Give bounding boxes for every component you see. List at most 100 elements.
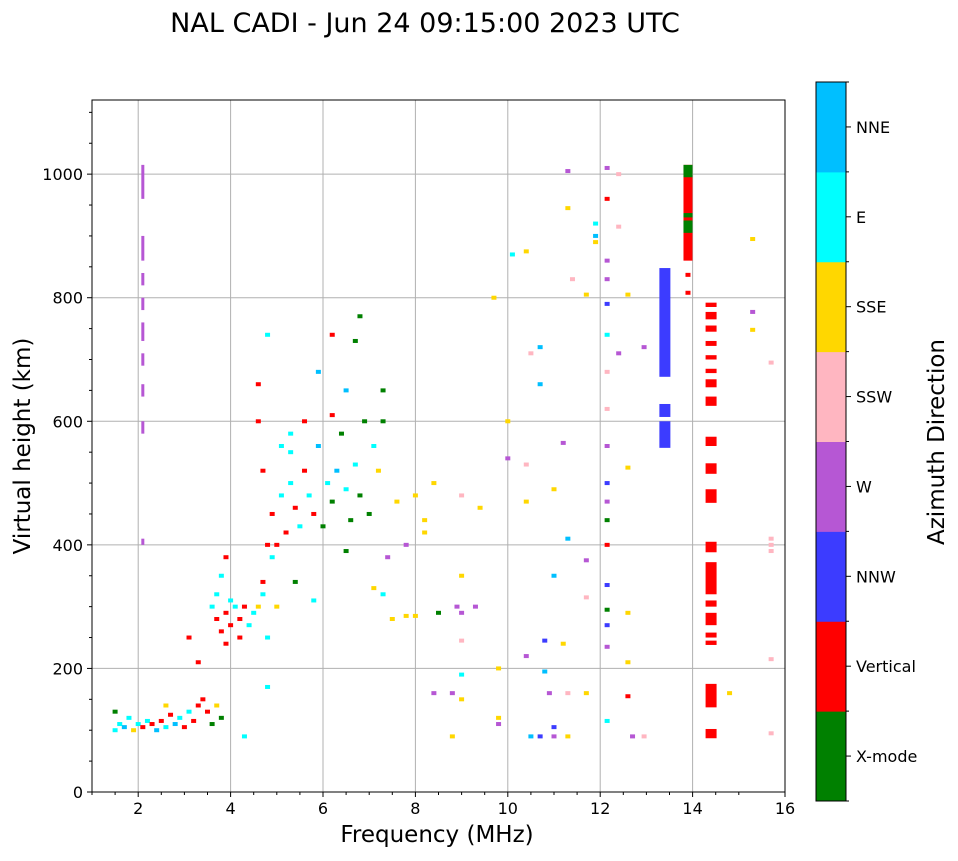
data-point-SSE [255,604,261,609]
data-point-SSE [625,292,631,297]
data-point-E [509,252,515,257]
x-tick-label: 4 [226,799,236,818]
data-point-SSE [131,728,137,733]
data-point-W [604,444,610,448]
data-point-SSW [459,638,465,643]
data-point-Vertical [255,382,261,387]
data-point-SSE [565,206,571,211]
data-point-X-mode [112,709,118,714]
colorbar-segment [816,711,846,802]
colorbar-label-NNW: NNW [856,567,896,586]
data-point-NNW [537,734,543,739]
data-span-W [141,164,145,199]
data-point-X-mode [380,419,386,424]
data-span-W [141,538,145,545]
data-point-X-mode [380,388,386,393]
data-point-Vertical [158,718,164,723]
data-point-X-mode [329,499,335,504]
data-point-SSE [523,249,529,254]
data-point-SSW [528,351,534,356]
data-point-NNE [315,369,321,374]
colorbar-label-SSE: SSE [856,298,886,317]
data-span-Vertical [705,355,717,360]
data-point-E [144,718,150,723]
data-point-SSE [459,697,465,702]
data-point-X-mode [366,511,372,516]
data-point-SSE [625,660,631,665]
data-point-X-mode [357,493,363,498]
data-point-NNE [537,345,543,350]
data-point-SSE [523,499,529,504]
data-point-Vertical [140,725,146,730]
data-point-SSE [422,530,428,535]
data-span-X-mode [683,213,693,218]
data-point-W [604,258,610,263]
y-tick-label: 200 [52,659,83,678]
data-span-Vertical [705,728,717,739]
data-span-W [141,322,145,341]
chart-title: NAL CADI - Jun 24 09:15:00 2023 UTC [170,8,680,39]
colorbar-segment [816,171,846,263]
data-point-E [306,493,312,498]
data-point-SSE [403,613,409,618]
data-point-NNE [565,536,571,541]
data-point-E [135,722,141,727]
colorbar-label: Azimuth Direction [924,339,950,545]
data-point-Vertical [186,635,192,640]
colorbar-label-X-mode: X-mode [856,747,917,766]
data-point-Vertical [195,660,201,665]
data-point-NNW [604,583,610,588]
data-point-SSE [593,240,599,245]
y-tick-label: 600 [52,412,83,431]
data-point-X-mode [343,549,349,554]
data-point-Vertical [302,468,308,473]
data-point-SSE [625,465,631,470]
data-point-E [288,481,294,486]
data-point-E [459,672,465,677]
data-span-Vertical [705,640,717,645]
data-point-SSE [449,734,455,739]
data-span-Vertical [705,436,717,446]
data-point-E [246,623,252,628]
data-point-Vertical [685,272,691,277]
data-point-X-mode [362,419,368,424]
data-point-Vertical [329,332,335,337]
data-point-NNE [528,734,534,739]
data-point-X-mode [604,607,610,612]
data-point-SSE [371,586,377,591]
data-point-Vertical [218,629,224,634]
colorbar-label-Vertical: Vertical [856,657,916,676]
data-point-SSE [422,518,428,523]
colorbar-label-SSW: SSW [856,388,892,407]
data-span-NNW [659,403,671,417]
data-point-SSW [641,734,647,739]
data-point-SSE [214,703,220,708]
data-point-X-mode [218,715,224,720]
data-span-W [141,353,145,366]
data-point-SSE [750,327,756,332]
data-span-Vertical [705,489,717,503]
data-point-Vertical [302,419,308,424]
data-span-W [141,235,145,261]
data-span-Vertical [683,164,693,261]
data-point-W [454,604,460,609]
data-point-X-mode [604,518,610,523]
data-point-W [560,440,566,445]
data-point-NNE [315,444,321,448]
data-point-NNE [537,382,543,387]
x-tick-label: 14 [682,799,702,818]
data-point-Vertical [223,641,229,646]
data-point-W [459,610,465,615]
data-point-Vertical [269,511,275,516]
data-point-SSE [412,493,418,498]
colorbar-segment [816,82,846,173]
data-point-W [551,734,557,739]
x-tick-label: 12 [590,799,610,818]
data-point-Vertical [604,542,610,547]
data-point-Vertical [260,579,266,584]
data-point-E [311,598,317,603]
data-point-Vertical [685,290,691,295]
data-point-E [177,715,183,720]
data-point-SSE [431,481,437,486]
